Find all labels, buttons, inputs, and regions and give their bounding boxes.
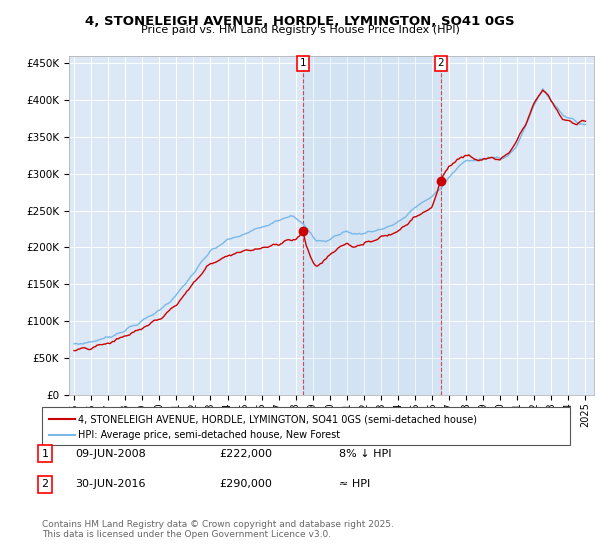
Text: 8% ↓ HPI: 8% ↓ HPI	[339, 449, 391, 459]
Text: 09-JUN-2008: 09-JUN-2008	[75, 449, 146, 459]
Text: 4, STONELEIGH AVENUE, HORDLE, LYMINGTON, SO41 0GS (semi-detached house): 4, STONELEIGH AVENUE, HORDLE, LYMINGTON,…	[78, 414, 477, 424]
Text: 2: 2	[437, 58, 444, 68]
Text: Contains HM Land Registry data © Crown copyright and database right 2025.
This d: Contains HM Land Registry data © Crown c…	[42, 520, 394, 539]
Text: £222,000: £222,000	[219, 449, 272, 459]
Text: ≈ HPI: ≈ HPI	[339, 479, 370, 489]
Text: 4, STONELEIGH AVENUE, HORDLE, LYMINGTON, SO41 0GS: 4, STONELEIGH AVENUE, HORDLE, LYMINGTON,…	[85, 15, 515, 28]
Text: 2: 2	[41, 479, 49, 489]
Text: HPI: Average price, semi-detached house, New Forest: HPI: Average price, semi-detached house,…	[78, 430, 340, 440]
Text: Price paid vs. HM Land Registry's House Price Index (HPI): Price paid vs. HM Land Registry's House …	[140, 25, 460, 35]
Text: 1: 1	[41, 449, 49, 459]
Text: 1: 1	[300, 58, 307, 68]
Bar	[303, 56, 440, 395]
Text: 30-JUN-2016: 30-JUN-2016	[75, 479, 146, 489]
Text: £290,000: £290,000	[219, 479, 272, 489]
